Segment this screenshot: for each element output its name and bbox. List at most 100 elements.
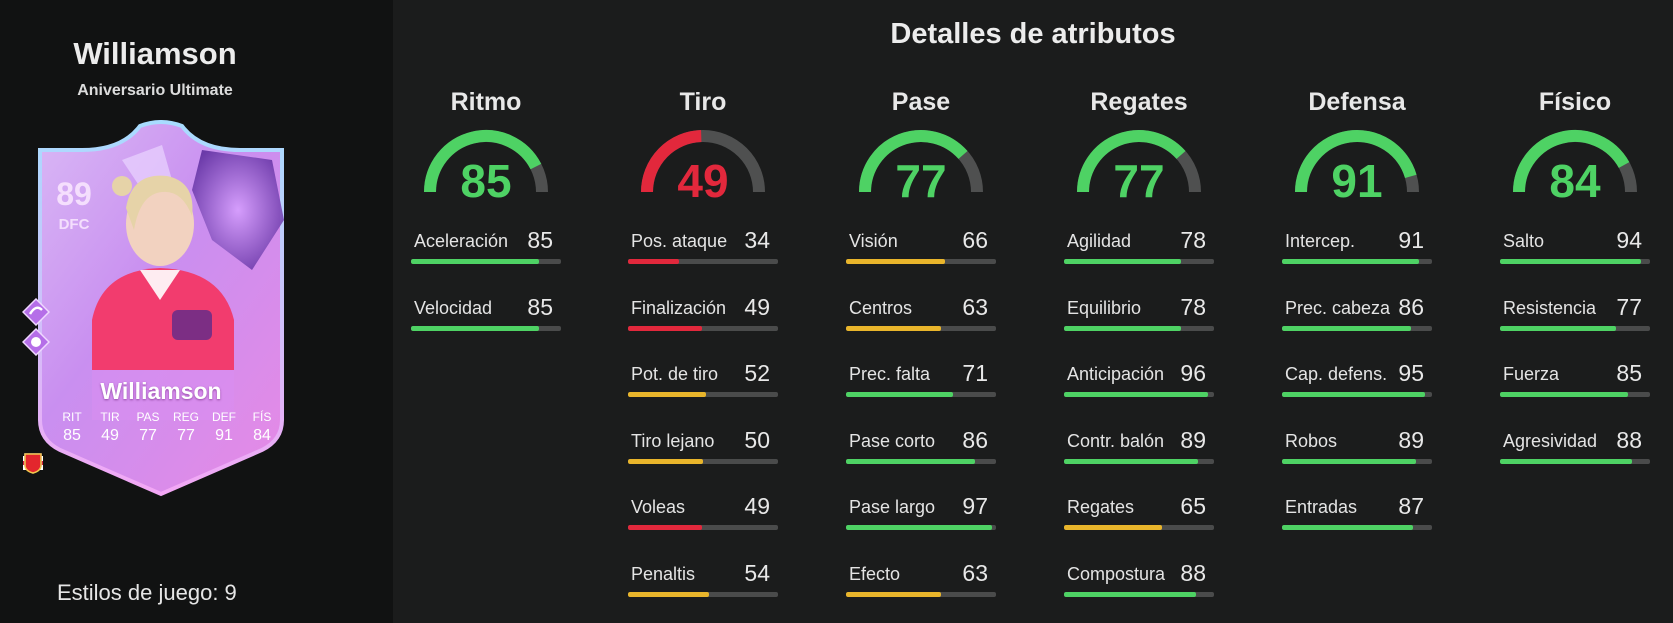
attribute-column-3: Regates 77 Agilidad 78 Equilibrio 78 Anticipac… [1064,0,1214,623]
category-title: Físico [1538,88,1612,116]
stat-value: 71 [962,360,988,386]
stat-bar-fill [628,459,703,464]
stat-bar [1064,259,1214,264]
stat-value: 91 [1398,227,1424,253]
stat-value: 89 [1180,427,1206,453]
stat-bar-fill [846,592,941,597]
stat-name: Regates [1067,497,1135,517]
stat-value: 86 [962,427,988,453]
category-value: 77 [1113,155,1165,207]
stat-row: Penaltis 54 [628,560,778,604]
card-stats: RIT 85 TIR 49 PAS 77 REG 77 DEF 91 FÍS 84 [56,410,278,445]
stat-value: 97 [962,493,988,519]
category-gauge [1295,130,1419,193]
stat-row: Pase corto 86 [846,427,996,471]
playstyles-count: Estilos de juego: 9 [57,580,237,605]
stat-value: 78 [1180,294,1206,320]
stat-value: 65 [1180,493,1206,519]
stat-row: Agilidad 78 [1064,227,1214,271]
stat-bar [1064,592,1214,597]
club-crest-icon [24,453,42,474]
stat-name: Agresividad [1503,431,1598,451]
stat-row: Regates 65 [1064,493,1214,537]
card-stat: REG 77 [172,410,199,444]
stat-value: 85 [527,294,553,320]
stat-value: 95 [1398,360,1424,386]
stat-name: Fuerza [1503,364,1560,384]
player-name: Williamson [73,36,237,71]
stat-bar [1282,392,1432,397]
stat-row: Agresividad 88 [1500,427,1650,471]
attribute-column-5: Físico 84 Salto 94 Resistencia 77 Fuerza 85 Agre… [1500,0,1650,623]
stat-row: Contr. balón 89 [1064,427,1214,471]
stat-name: Pos. ataque [631,231,728,251]
stat-bar [1282,259,1432,264]
stat-bar [1500,392,1650,397]
stat-row: Intercep. 91 [1282,227,1432,271]
category-gauge [641,130,765,193]
stat-bar-fill [1282,525,1413,530]
stat-row: Pase largo 97 [846,493,996,537]
stat-name: Pot. de tiro [631,364,719,384]
stat-row: Pos. ataque 34 [628,227,778,271]
stat-value: 63 [962,560,988,586]
category-title: Ritmo [450,88,522,116]
player-card[interactable]: 89 DFC Williamson RIT 85 TIR 49 PAS 77 REG 7… [22,120,300,498]
stat-row: Voleas 49 [628,493,778,537]
card-stat: TIR 49 [100,410,120,444]
stat-row: Aceleración 85 [411,227,561,271]
attribute-column-4: Defensa 91 Intercep. 91 Prec. cabeza 86 Cap. d… [1282,0,1432,623]
gauge-fill [1295,130,1417,193]
stat-name: Anticipación [1067,364,1165,384]
category-value: 85 [460,155,512,207]
category-gauge [424,130,548,193]
stat-bar [628,459,778,464]
stat-name: Velocidad [414,298,493,318]
stat-bar-fill [628,592,709,597]
stat-row: Salto 94 [1500,227,1650,271]
stat-value: 77 [1616,294,1642,320]
gauge-fill [1077,130,1186,193]
stat-bar [1064,459,1214,464]
stat-bar-fill [1500,459,1632,464]
stat-bar [628,392,778,397]
gauge-fill [424,130,542,193]
stat-name: Intercep. [1285,231,1356,251]
stat-bar [1282,525,1432,530]
stat-value: 34 [744,227,770,253]
card-overall-rating: 89 [56,176,92,212]
stat-name: Centros [849,298,913,318]
attributes-title: Detalles de atributos [890,18,1176,50]
stat-bar-fill [1282,392,1425,397]
stat-bar-fill [1500,392,1628,397]
stat-name: Prec. falta [849,364,931,384]
stat-bar-fill [1064,326,1181,331]
playstyle-icon [22,298,50,326]
stat-bar-fill [1064,259,1181,264]
stat-bar-fill [411,326,539,331]
player-card-version: Aniversario Ultimate [77,82,233,99]
stat-name: Efecto [849,564,901,584]
stat-name: Cap. defens. [1285,364,1388,384]
attribute-column-0: Ritmo 85 Aceleración 85 Velocidad 85 [411,0,561,623]
stat-name: Robos [1285,431,1338,451]
stat-row: Anticipación 96 [1064,360,1214,404]
stat-value: 85 [527,227,553,253]
stat-name: Tiro lejano [631,431,715,451]
stat-name: Pase largo [849,497,936,517]
stat-name: Compostura [1067,564,1166,584]
stat-row: Robos 89 [1282,427,1432,471]
stat-row: Compostura 88 [1064,560,1214,604]
category-title: Defensa [1308,88,1406,116]
stat-name: Resistencia [1503,298,1597,318]
stat-bar [846,259,996,264]
card-player-name: Williamson [100,378,222,404]
stat-value: 78 [1180,227,1206,253]
stat-bar [846,392,996,397]
stat-value: 94 [1616,227,1642,253]
stat-row: Fuerza 85 [1500,360,1650,404]
attribute-column-2: Pase 77 Visión 66 Centros 63 Prec. falta 71 Pase… [846,0,996,623]
stat-name: Salto [1503,231,1545,251]
stat-name: Contr. balón [1067,431,1165,451]
card-stat: RIT 85 [62,410,82,444]
